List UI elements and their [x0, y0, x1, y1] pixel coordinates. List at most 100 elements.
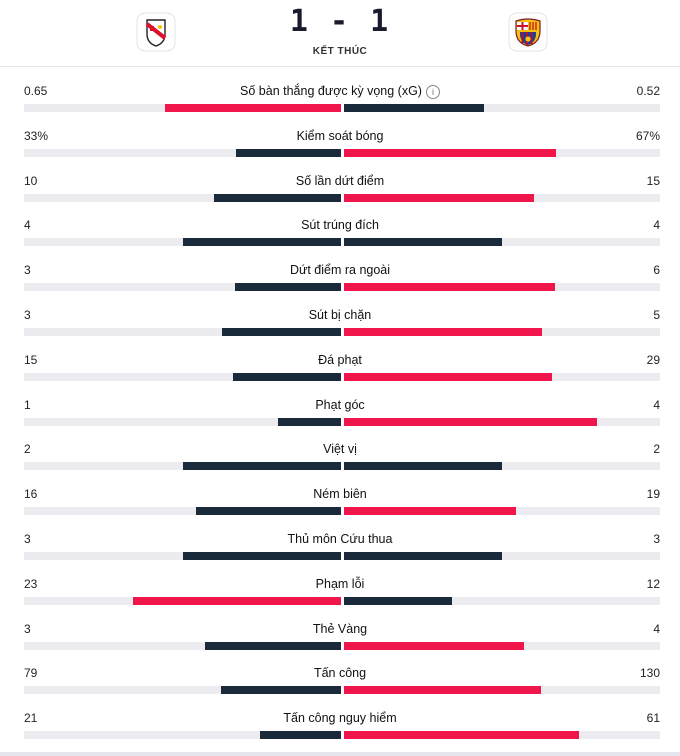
stat-home-value: 4 — [24, 218, 31, 233]
stat-away-bar — [344, 193, 534, 202]
stat-label: Sút trúng đích — [140, 218, 540, 232]
stat-away-value: 0.52 — [636, 84, 660, 98]
stat-home-value: 2 — [24, 442, 31, 457]
stat-away-bar — [344, 641, 525, 650]
stat-home-bar — [232, 372, 341, 381]
stat-away-bar — [344, 686, 541, 695]
stat-home-bar — [221, 686, 341, 695]
stat-home-track — [24, 238, 341, 247]
stat-away-value: 19 — [646, 487, 660, 502]
stat-home-bar — [182, 551, 341, 560]
stat-away-value: 4 — [653, 218, 660, 233]
stat-away-track — [344, 507, 660, 516]
stat-away-bar — [344, 731, 580, 740]
match-header: 1 - 1 KẾT THÚC — [0, 0, 680, 67]
stat-home-track — [24, 417, 341, 426]
stat-home-bar — [182, 238, 341, 247]
stat-home-bar — [196, 507, 341, 516]
fc-barcelona-crest-icon[interactable] — [508, 12, 548, 52]
stat-row: 4 Sút trúng đích 4 — [0, 200, 680, 247]
stat-label: Tấn công — [140, 666, 540, 680]
stat-row: 1 Phạt góc 4 — [0, 380, 680, 426]
stat-home-track — [24, 327, 341, 336]
stat-row: 3 Thủ môn Cứu thua 3 — [0, 514, 680, 560]
stat-away-track — [344, 462, 660, 471]
stat-away-track — [344, 283, 660, 292]
stat-row: 0.65 Số bàn thắng được kỳ vọng (xG) i 0.52 — [0, 66, 680, 112]
stat-away-track — [344, 104, 660, 112]
stat-home-bar — [205, 641, 341, 650]
match-score: 1 - 1 — [289, 4, 391, 39]
stat-home-value: 3 — [24, 307, 31, 322]
stat-away-value: 5 — [653, 307, 660, 322]
stat-label-text: Tấn công — [313, 666, 367, 681]
stat-away-bar — [344, 148, 556, 157]
stat-home-value: 1 — [24, 397, 31, 412]
stat-away-track — [344, 148, 660, 157]
stat-home-track — [24, 686, 341, 695]
stat-row: 3 Thẻ Vàng 4 — [0, 604, 680, 650]
stat-away-track — [344, 596, 660, 605]
bottom-divider — [0, 752, 680, 756]
stat-row: 23 Phạm lỗi 12 — [0, 559, 680, 605]
stat-home-value: 79 — [24, 666, 38, 681]
stat-away-value: 29 — [646, 352, 660, 367]
stat-label-text: Ném biên — [313, 487, 367, 502]
stat-row: 3 Sút bị chặn 5 — [0, 290, 680, 336]
stat-row: 79 Tấn công 130 — [0, 648, 680, 695]
stat-home-value: 3 — [24, 531, 31, 546]
info-icon[interactable]: i — [425, 84, 440, 99]
stat-home-value: 3 — [24, 263, 31, 278]
stat-away-value: 12 — [646, 576, 660, 591]
stat-away-bar — [344, 596, 453, 605]
stat-away-track — [344, 193, 660, 202]
stat-home-track — [24, 462, 341, 471]
stat-row: 2 Việt vị 2 — [0, 424, 680, 471]
stat-home-track — [24, 193, 341, 202]
stat-label-text: Sút bị chặn — [308, 307, 372, 322]
stat-label: Thủ môn Cứu thua — [140, 532, 540, 546]
stat-row: 21 Tấn công nguy hiểm 61 — [0, 693, 680, 740]
stat-away-track — [344, 238, 660, 247]
stat-home-bar — [214, 193, 341, 202]
stat-away-value: 4 — [653, 397, 660, 412]
stat-away-bar — [344, 283, 555, 292]
stat-label-text: Việt vị — [323, 442, 357, 457]
rayo-vallecano-crest-icon[interactable] — [136, 12, 176, 52]
stat-away-track — [344, 327, 660, 336]
stat-home-value: 33% — [24, 128, 49, 143]
match-stats-list: 0.65 Số bàn thắng được kỳ vọng (xG) i 0.52 3… — [0, 66, 680, 740]
stat-away-track — [344, 372, 660, 381]
stat-home-track — [24, 283, 341, 292]
stat-label-text: Thẻ Vàng — [312, 621, 368, 636]
stat-home-value: 15 — [24, 352, 38, 367]
stat-away-track — [344, 641, 660, 650]
stat-home-value: 3 — [24, 621, 31, 636]
stat-label: Sút bị chặn — [140, 308, 540, 322]
stat-away-bar — [344, 462, 502, 471]
match-status: KẾT THÚC — [312, 46, 368, 57]
stat-home-bar — [222, 327, 341, 336]
stat-label: Số bàn thắng được kỳ vọng (xG) i — [140, 84, 540, 99]
stat-home-track — [24, 372, 341, 381]
stat-label: Kiểm soát bóng — [140, 129, 540, 143]
stat-label-text: Phạm lỗi — [315, 576, 365, 591]
stat-away-track — [344, 686, 660, 695]
stat-home-track — [24, 551, 341, 560]
stat-away-value: 6 — [653, 263, 660, 278]
stat-home-bar — [235, 283, 341, 292]
stat-home-bar — [182, 462, 341, 471]
stat-home-value: 23 — [24, 576, 38, 591]
stat-home-track — [24, 731, 341, 740]
stat-away-track — [344, 417, 660, 426]
stat-home-bar — [259, 731, 341, 740]
stat-away-bar — [344, 417, 597, 426]
stat-home-value: 0.65 — [24, 84, 48, 98]
stat-label: Số lần dứt điểm — [140, 174, 540, 188]
stat-away-value: 4 — [653, 621, 660, 636]
stat-label: Đá phạt — [140, 353, 540, 367]
stat-home-track — [24, 148, 341, 157]
stat-label-text: Sút trúng đích — [301, 218, 379, 233]
stat-home-track — [24, 104, 341, 112]
stat-away-value: 130 — [639, 666, 660, 681]
